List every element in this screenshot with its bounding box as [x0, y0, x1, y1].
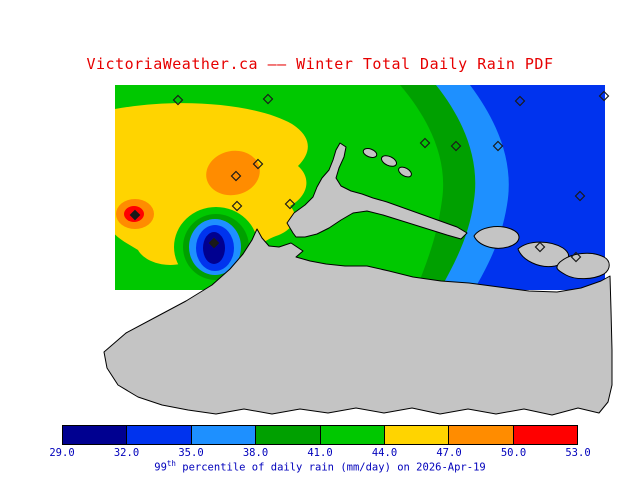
gulf-islet-2 — [381, 155, 397, 167]
station-marker — [492, 140, 504, 152]
station-marker — [172, 94, 184, 106]
colorbar-segment — [449, 425, 514, 445]
caption: 99th percentile of daily rain (mm/day) o… — [0, 459, 640, 474]
colorbar-tick: 44.0 — [371, 447, 398, 459]
colorbar-segment — [256, 425, 321, 445]
land-masses — [103, 142, 613, 416]
station-marker — [419, 137, 431, 149]
caption-superscript: th — [166, 459, 176, 468]
colorbar-tick: 32.0 — [113, 447, 140, 459]
station-marker — [252, 158, 264, 170]
colorbar-tick: 29.0 — [49, 447, 75, 459]
san-juan-island-3 — [556, 252, 610, 280]
gulf-islet-3 — [398, 166, 412, 178]
station-marker — [570, 251, 582, 263]
olympic-peninsula-land — [103, 228, 613, 416]
caption-value: 99 — [154, 461, 167, 474]
station-marker — [534, 241, 546, 253]
colorbar-ticks: 29.0 32.0 35.0 38.0 41.0 44.0 47.0 50.0 53.0 — [49, 447, 590, 460]
station-marker — [514, 95, 526, 107]
station-marker — [231, 200, 243, 212]
station-marker — [208, 237, 220, 249]
station-marker — [284, 198, 296, 210]
colorbar-tick: 47.0 — [436, 447, 462, 459]
colorbar-segment — [384, 425, 450, 445]
san-juan-island-1 — [473, 226, 520, 249]
station-marker — [262, 93, 274, 105]
station-marker — [230, 170, 242, 182]
station-marker — [598, 90, 610, 102]
colorbar-tick: 53.0 — [565, 447, 591, 459]
colorbar-tick: 38.0 — [242, 447, 269, 459]
page-title: VictoriaWeather.ca —— Winter Total Daily… — [86, 55, 554, 73]
gulf-islet-1 — [362, 148, 378, 158]
colorbar-segment — [513, 425, 578, 445]
contour-orange-cell — [206, 150, 260, 196]
caption-text: percentile of daily rain (mm/day) on 202… — [175, 461, 486, 474]
colorbar-segment — [320, 425, 385, 445]
station-markers — [129, 90, 610, 263]
colorbar-tick: 35.0 — [178, 447, 204, 459]
victoria-saanich-land — [286, 142, 468, 240]
colorbar: 29.0 32.0 35.0 38.0 41.0 44.0 47.0 50.0 53.0 — [49, 425, 591, 460]
colorbar-segment — [191, 425, 257, 445]
colorbar-segment — [62, 425, 128, 445]
colorbar-segment — [127, 425, 192, 445]
colorbar-tick: 41.0 — [307, 447, 333, 459]
colorbar-tick: 50.0 — [500, 447, 527, 459]
station-marker — [574, 190, 586, 202]
station-marker — [129, 209, 141, 221]
colorbar-segments — [62, 425, 578, 445]
station-marker — [450, 140, 462, 152]
